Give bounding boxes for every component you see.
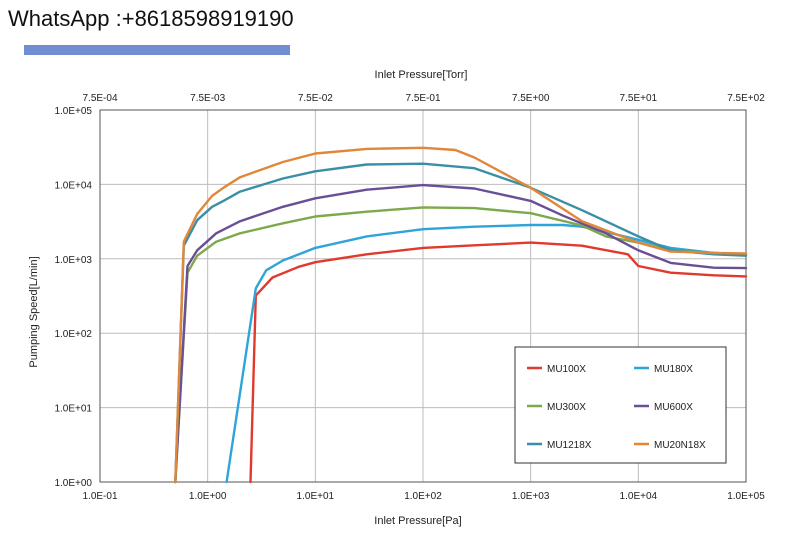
y-tick-label: 1.0E+04	[54, 180, 92, 191]
legend-label: MU100X	[547, 364, 586, 375]
plot-area-border	[99, 109, 747, 483]
x-tick-label: 1.0E+02	[404, 491, 442, 502]
top-tick-label: 7.5E+02	[727, 93, 765, 104]
top-axis-label: Inlet Pressure[Torr]	[375, 69, 468, 81]
y-tick-label: 1.0E+03	[54, 255, 92, 266]
legend-label: MU180X	[654, 364, 693, 375]
whatsapp-contact-text: WhatsApp :+8618598919190	[8, 6, 294, 31]
x-tick-label: 1.0E+01	[297, 491, 335, 502]
series-line-mu600x	[174, 183, 748, 484]
legend-box	[514, 346, 727, 464]
top-tick-label: 7.5E-01	[405, 93, 440, 104]
legend-label: MU600X	[654, 402, 693, 413]
top-tick-label: 7.5E-02	[298, 93, 333, 104]
bottom-tick-labels: 1.0E-01 1.0E+00 1.0E+01 1.0E+02 1.0E+03 1.0E+…	[82, 491, 765, 502]
top-tick-labels: 7.5E-04 7.5E-03 7.5E-02 7.5E-01 7.5E+00 7.5E+…	[82, 93, 765, 104]
top-tick-label: 7.5E+00	[512, 93, 550, 104]
top-tick-label: 7.5E-04	[82, 93, 117, 104]
y-tick-label: 1.0E+02	[54, 329, 92, 340]
x-tick-label: 1.0E-01	[82, 491, 117, 502]
y-tick-labels: 1.0E+00 1.0E+01 1.0E+02 1.0E+03 1.0E+04 1.0E+…	[54, 106, 92, 489]
series-line-mu1218x	[174, 162, 748, 484]
x-axis-label: Inlet Pressure[Pa]	[374, 515, 461, 527]
header-divider-bar	[24, 45, 290, 55]
y-axis-label: Pumping Speed[L/min]	[28, 256, 40, 367]
legend-label: MU20N18X	[654, 440, 706, 451]
top-tick-label: 7.5E+01	[620, 93, 658, 104]
y-tick-label: 1.0E+05	[54, 106, 92, 117]
x-tick-label: 1.0E+03	[512, 491, 550, 502]
x-tick-label: 1.0E+00	[189, 491, 227, 502]
top-tick-label: 7.5E-03	[190, 93, 225, 104]
series-line-mu100x	[249, 241, 748, 484]
x-tick-label: 1.0E+04	[620, 491, 658, 502]
legend-label: MU1218X	[547, 440, 592, 451]
legend-label: MU300X	[547, 402, 586, 413]
series-lines	[174, 146, 748, 484]
legend: MU100X MU180X MU300X MU600X MU1218X MU20N18X	[514, 346, 727, 464]
y-tick-label: 1.0E+01	[54, 404, 92, 415]
x-tick-label: 1.0E+05	[727, 491, 765, 502]
series-line-mu20n18x	[174, 146, 748, 484]
y-tick-label: 1.0E+00	[54, 478, 92, 489]
